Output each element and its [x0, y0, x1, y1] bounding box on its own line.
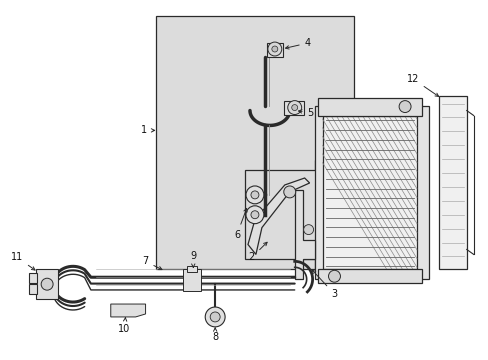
Circle shape: [291, 105, 297, 111]
Circle shape: [41, 278, 53, 290]
Circle shape: [398, 100, 410, 113]
Bar: [29, 284, 37, 294]
Bar: [283, 100, 303, 114]
Text: 8: 8: [212, 328, 218, 342]
Circle shape: [250, 211, 258, 219]
Bar: [244, 170, 344, 260]
Polygon shape: [155, 16, 354, 269]
Circle shape: [328, 270, 340, 282]
Text: 1: 1: [141, 125, 154, 135]
Bar: [314, 105, 428, 279]
Bar: [266, 43, 282, 57]
Text: 9: 9: [190, 251, 196, 267]
Circle shape: [245, 206, 264, 224]
Circle shape: [287, 100, 301, 114]
Bar: [187, 266, 197, 272]
Bar: [36, 269, 58, 299]
Bar: [317, 98, 421, 116]
Bar: [183, 269, 201, 291]
Circle shape: [245, 186, 264, 204]
Text: 6: 6: [233, 208, 246, 239]
Bar: [29, 273, 37, 283]
Text: 7: 7: [142, 256, 162, 270]
Circle shape: [250, 191, 258, 199]
Polygon shape: [294, 190, 314, 279]
Text: 10: 10: [118, 318, 130, 334]
Bar: [322, 116, 416, 269]
Circle shape: [271, 46, 277, 52]
Circle shape: [267, 42, 281, 56]
Polygon shape: [247, 178, 309, 255]
Text: 5: 5: [298, 108, 313, 117]
Polygon shape: [111, 304, 145, 317]
Text: 4: 4: [285, 38, 310, 49]
Text: 12: 12: [406, 74, 438, 96]
Text: 11: 11: [11, 252, 35, 270]
Circle shape: [205, 307, 224, 327]
Bar: [317, 269, 421, 283]
Bar: [438, 96, 466, 269]
Circle shape: [303, 225, 313, 235]
Text: 2: 2: [248, 242, 266, 262]
Text: 3: 3: [312, 270, 337, 299]
Circle shape: [283, 186, 295, 198]
Circle shape: [210, 312, 220, 322]
